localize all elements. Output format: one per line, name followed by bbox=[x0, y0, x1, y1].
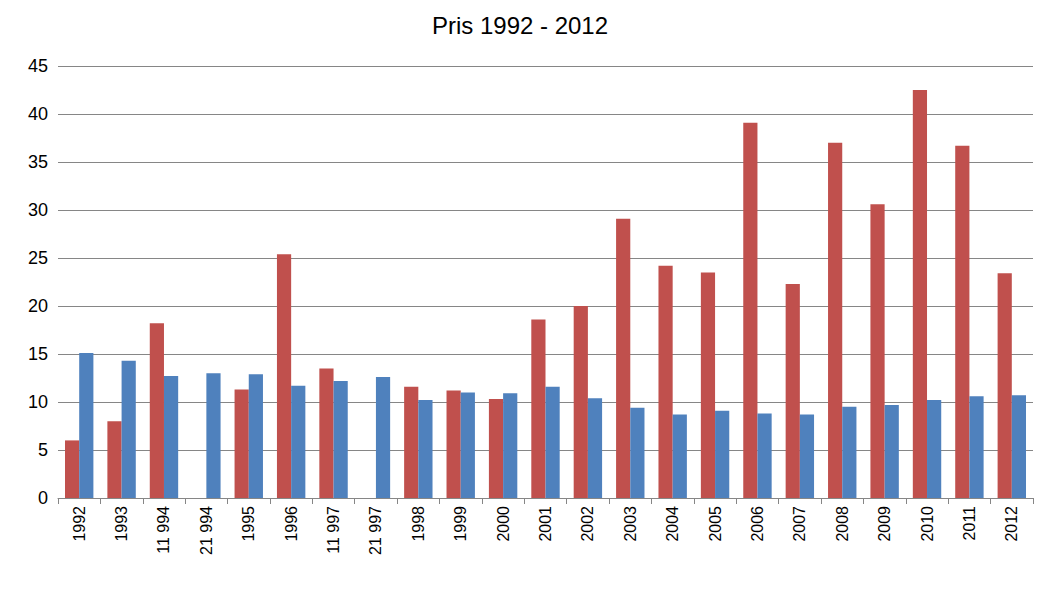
svg-text:40: 40 bbox=[28, 104, 48, 124]
svg-text:21 997: 21 997 bbox=[367, 506, 384, 555]
svg-text:2010: 2010 bbox=[919, 506, 936, 542]
svg-text:21 994: 21 994 bbox=[198, 506, 215, 555]
svg-text:2006: 2006 bbox=[749, 506, 766, 542]
svg-text:1996: 1996 bbox=[283, 506, 300, 542]
svg-text:1999: 1999 bbox=[452, 506, 469, 542]
svg-text:2007: 2007 bbox=[791, 506, 808, 542]
svg-text:1993: 1993 bbox=[113, 506, 130, 542]
svg-text:2000: 2000 bbox=[495, 506, 512, 542]
svg-text:20: 20 bbox=[28, 296, 48, 316]
svg-text:2004: 2004 bbox=[664, 506, 681, 542]
svg-text:1998: 1998 bbox=[410, 506, 427, 542]
svg-text:1995: 1995 bbox=[240, 506, 257, 542]
svg-text:25: 25 bbox=[28, 248, 48, 268]
svg-text:11 997: 11 997 bbox=[325, 506, 342, 554]
svg-text:30: 30 bbox=[28, 200, 48, 220]
svg-text:11 994: 11 994 bbox=[155, 506, 172, 554]
svg-text:2001: 2001 bbox=[537, 506, 554, 542]
svg-text:2005: 2005 bbox=[707, 506, 724, 542]
svg-text:10: 10 bbox=[28, 392, 48, 412]
svg-text:45: 45 bbox=[28, 56, 48, 76]
svg-text:35: 35 bbox=[28, 152, 48, 172]
svg-text:15: 15 bbox=[28, 344, 48, 364]
svg-text:0: 0 bbox=[38, 488, 48, 508]
svg-text:1992: 1992 bbox=[71, 506, 88, 542]
svg-text:2008: 2008 bbox=[834, 506, 851, 542]
svg-text:5: 5 bbox=[38, 440, 48, 460]
svg-text:2011: 2011 bbox=[961, 506, 978, 541]
svg-text:2003: 2003 bbox=[622, 506, 639, 542]
svg-text:Pris 1992 - 2012: Pris 1992 - 2012 bbox=[432, 12, 608, 39]
svg-text:2002: 2002 bbox=[579, 506, 596, 542]
svg-text:2012: 2012 bbox=[1003, 506, 1020, 542]
svg-text:2009: 2009 bbox=[876, 506, 893, 542]
